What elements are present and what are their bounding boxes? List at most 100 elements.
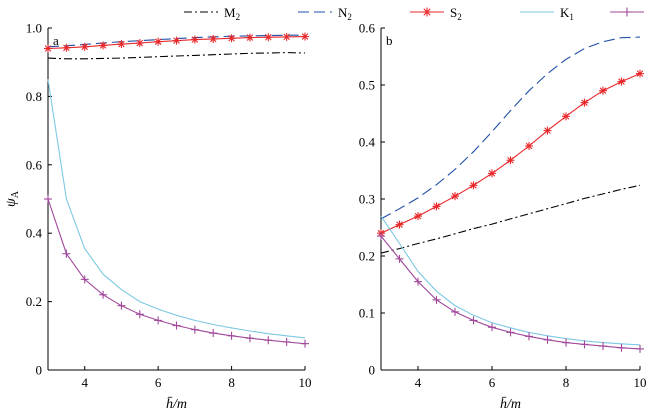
series-line [47,52,306,60]
data-point-marker [636,344,644,353]
data-point-marker [301,32,309,41]
data-point-marker [562,112,570,121]
data-point-marker [80,42,89,51]
data-point-marker [227,331,236,340]
series-K1 [47,79,306,339]
x-tick-label: 10 [299,375,312,390]
legend-label: N2 [338,5,352,22]
data-point-marker [377,232,385,241]
series-line [380,215,641,346]
data-point-marker [282,32,291,41]
data-point-marker [135,39,144,48]
y-tick-label: 0.4 [359,135,376,150]
y-tick-label: 0 [369,363,376,378]
data-point-marker [117,40,126,49]
x-tick-label: 10 [634,375,647,390]
data-point-marker [488,323,496,332]
legend-entry-K1: K1 [520,5,574,22]
data-point-marker [282,337,291,346]
data-point-marker [80,275,89,284]
series-line [47,79,306,339]
x-tick-label: 4 [81,375,88,390]
data-point-marker [506,328,515,337]
series-line [380,36,641,220]
data-point-marker [488,169,496,178]
series-S2 [44,32,309,53]
data-point-marker [99,290,108,299]
x-axis-title: h̄/m [166,396,187,412]
data-point-marker [432,295,441,304]
data-point-marker [636,69,644,78]
legend-entry-O1: O1 [610,7,644,17]
series-line [380,73,641,234]
y-tick-label: 0.3 [359,192,375,207]
data-point-marker [543,335,552,344]
data-point-marker [599,86,607,95]
chart-panel-b: 0 0.1 0.2 0.3 0.4 0.5 0.6 4 6 8 10 b h̄/m [359,21,647,413]
data-point-marker [117,301,126,310]
data-point-marker [62,249,71,258]
legend-label: S2 [450,5,462,22]
y-tick-label: 0 [36,363,43,378]
data-point-marker [414,212,422,221]
data-point-marker [245,33,254,42]
data-point-marker [451,192,459,201]
x-tick-label: 6 [489,375,496,390]
data-point-marker [562,338,570,347]
data-point-marker [172,321,181,330]
y-tick-label: 0.2 [26,294,42,309]
data-point-marker [172,36,181,45]
panel-label: b [386,33,393,48]
panel-label: a [53,33,59,48]
data-point-marker [617,77,626,86]
data-point-marker [506,156,515,165]
x-axis-title: h̄/m [500,396,521,412]
x-tick-label: 6 [155,375,162,390]
y-axis-title: ψA [4,190,21,207]
data-point-marker [135,310,144,319]
series-M2 [47,52,306,60]
data-point-marker [264,336,273,345]
series-N2 [380,36,641,220]
series-O1 [44,195,309,348]
data-point-marker [395,220,404,229]
data-point-marker [264,33,273,42]
y-tick-label: 0.5 [359,78,375,93]
legend-entry-N2: N2 [298,5,352,22]
y-tick-label: 1.0 [26,21,42,36]
data-point-marker [99,41,108,50]
series-S2 [377,69,644,238]
data-point-marker [580,340,589,349]
y-tick-label: 0.6 [359,21,376,36]
data-point-marker [469,316,478,325]
series-M2 [380,184,641,254]
data-point-marker [62,43,71,52]
y-tick-label: 0.8 [26,89,42,104]
data-point-marker [44,195,52,203]
data-point-marker [525,332,533,341]
data-point-marker [617,343,626,352]
series-K1 [380,215,641,346]
chart-panel-a: 0 0.2 0.4 0.6 0.8 1.0 4 6 8 10 a h̄/m ψA [4,21,312,413]
y-tick-label: 0.4 [26,226,43,241]
data-point-marker [245,334,254,343]
series-line [380,184,641,254]
series-O1 [377,232,644,353]
data-point-marker [395,254,404,263]
data-point-marker [190,35,199,44]
data-point-marker [154,37,163,46]
data-point-marker [301,339,309,348]
data-point-marker [154,316,163,325]
legend-label: M2 [224,5,240,22]
legend-label: K1 [560,5,574,22]
data-point-marker [44,44,52,53]
data-point-marker [525,141,533,150]
legend-entry-M2: M2 [184,5,240,22]
x-tick-label: 8 [563,375,570,390]
x-tick-label: 4 [415,375,422,390]
data-point-marker [469,181,478,190]
data-point-marker [543,126,552,135]
data-point-marker [414,277,422,286]
data-point-marker [599,342,607,351]
